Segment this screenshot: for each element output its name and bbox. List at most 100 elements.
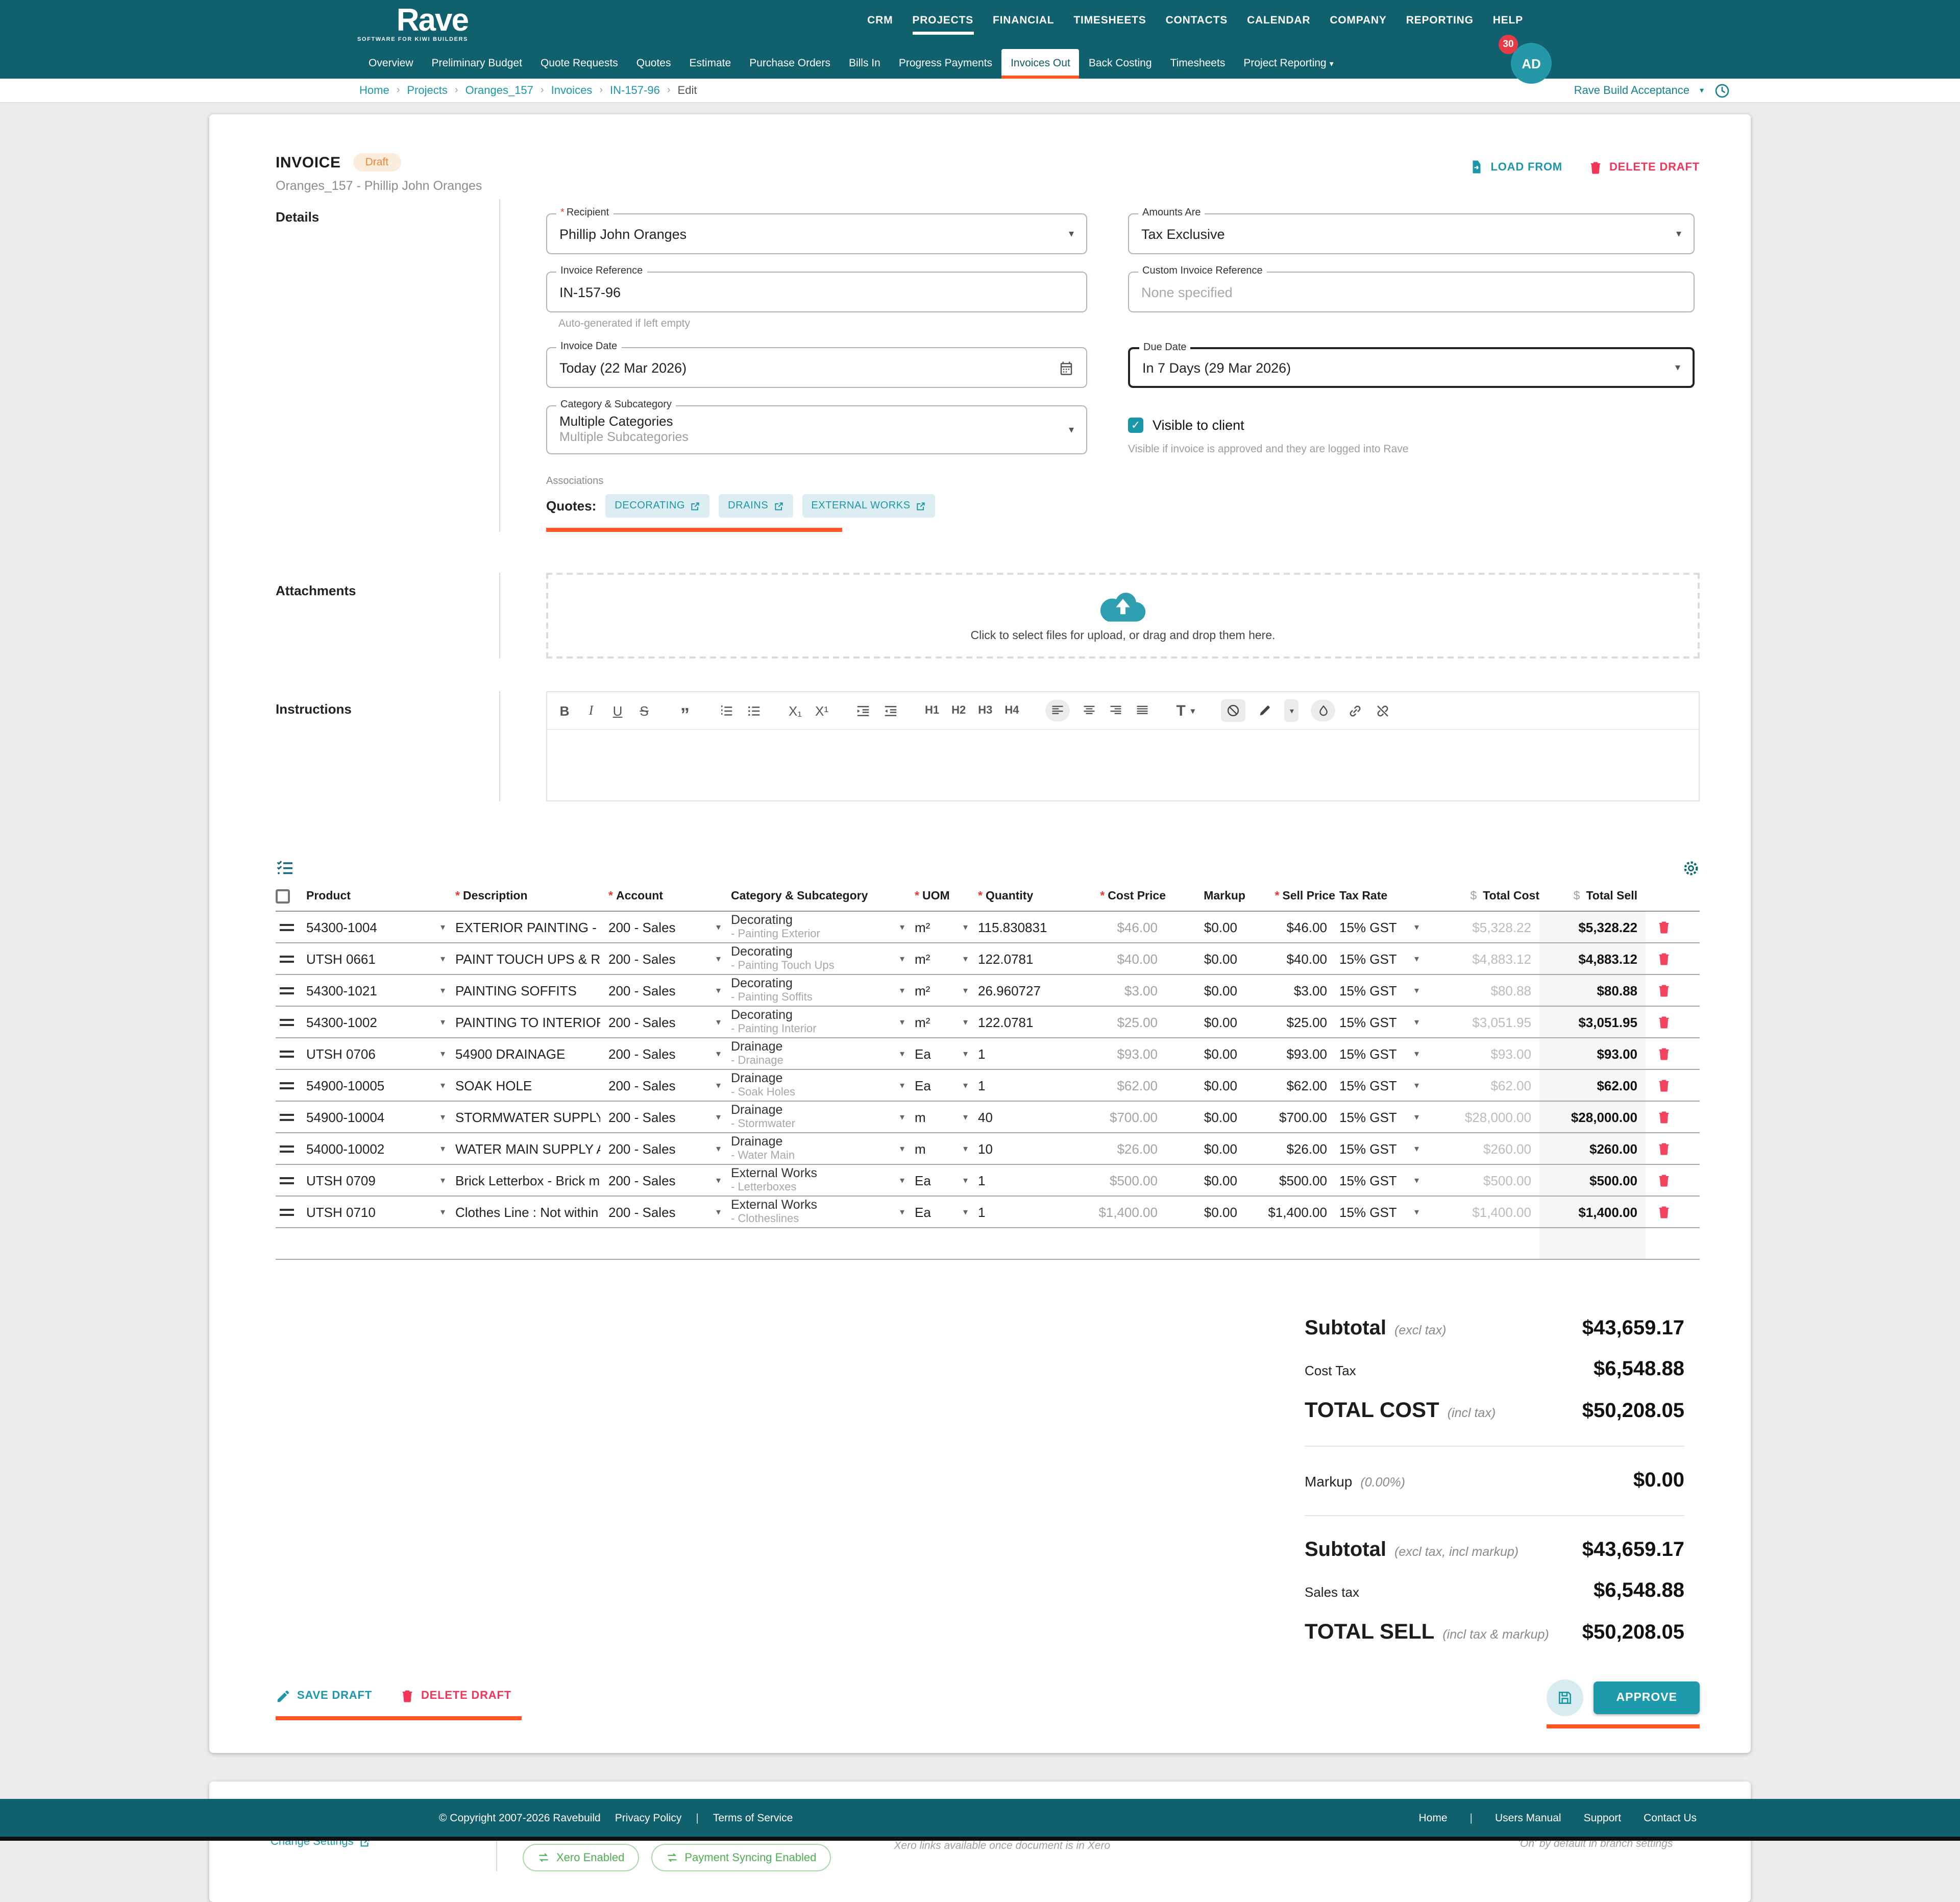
- uom-select[interactable]: m ▾: [915, 1109, 978, 1125]
- cost-price-input[interactable]: $3.00: [1124, 983, 1158, 998]
- cost-price-input[interactable]: $1,400.00: [1098, 1204, 1158, 1220]
- bold-button[interactable]: B: [559, 703, 570, 718]
- category-select[interactable]: Decorating - Painting Exterior ▾: [731, 913, 915, 941]
- account-select[interactable]: 200 - Sales ▾: [608, 1014, 731, 1030]
- uom-select[interactable]: m² ▾: [915, 983, 978, 998]
- drag-handle[interactable]: [276, 955, 306, 962]
- cost-price-input[interactable]: $46.00: [1117, 919, 1158, 935]
- tax-rate-select[interactable]: 15% GST ▾: [1335, 951, 1429, 966]
- h3-button[interactable]: H3: [978, 704, 993, 717]
- outdent-button[interactable]: [883, 699, 898, 722]
- category-select[interactable]: External Works - Clotheslines ▾: [731, 1198, 915, 1226]
- crumb-invoices[interactable]: Invoices: [551, 84, 593, 96]
- drag-handle[interactable]: [276, 987, 306, 994]
- italic-button[interactable]: I: [589, 702, 594, 718]
- align-left-button[interactable]: [1045, 699, 1070, 722]
- nav-projects[interactable]: PROJECTS: [912, 14, 973, 35]
- subscript-button[interactable]: X₁: [788, 703, 802, 718]
- indent-button[interactable]: [855, 699, 871, 722]
- cost-price-input[interactable]: $25.00: [1117, 1014, 1158, 1030]
- select-all-checkbox[interactable]: [276, 889, 290, 904]
- invoice-reference-input[interactable]: Invoice Reference IN-157-96: [546, 265, 1087, 312]
- h2-button[interactable]: H2: [951, 704, 966, 717]
- uom-select[interactable]: Ea ▾: [915, 1173, 978, 1188]
- due-date-select[interactable]: Due Date In 7 Days (29 Mar 2026) ▾: [1128, 342, 1695, 388]
- quantity-input[interactable]: 122.0781: [978, 951, 1034, 966]
- sell-price-input[interactable]: $1,400.00: [1268, 1204, 1327, 1220]
- delete-row-button[interactable]: [1646, 1141, 1682, 1156]
- crumb-home[interactable]: Home: [359, 84, 389, 96]
- delete-row-button[interactable]: [1646, 920, 1682, 934]
- drag-handle[interactable]: [276, 1145, 306, 1152]
- user-menu[interactable]: 30 AD: [1499, 35, 1552, 84]
- tax-rate-select[interactable]: 15% GST ▾: [1335, 1173, 1429, 1188]
- description-input[interactable]: EXTERIOR PAINTING - LII...: [455, 919, 600, 935]
- nav-reporting[interactable]: REPORTING: [1406, 14, 1474, 27]
- quantity-input[interactable]: 115.830831: [978, 919, 1047, 935]
- product-select[interactable]: 54000-10002 ▾: [306, 1141, 455, 1156]
- drag-handle[interactable]: [276, 1018, 306, 1026]
- product-select[interactable]: 54900-10005 ▾: [306, 1078, 455, 1093]
- nav-help[interactable]: HELP: [1492, 14, 1523, 27]
- tab-quote-requests[interactable]: Quote Requests: [540, 57, 618, 69]
- cost-price-input[interactable]: $40.00: [1117, 951, 1158, 966]
- visible-to-client-checkbox[interactable]: ✓: [1128, 418, 1143, 433]
- category-select[interactable]: Drainage - Water Main ▾: [731, 1134, 915, 1163]
- product-select[interactable]: UTSH 0710 ▾: [306, 1204, 455, 1220]
- quick-save-button[interactable]: [1547, 1679, 1584, 1716]
- account-select[interactable]: 200 - Sales ▾: [608, 983, 731, 998]
- description-input[interactable]: PAINTING TO INTERIOR (...: [455, 1014, 600, 1030]
- product-select[interactable]: UTSH 0661 ▾: [306, 951, 455, 966]
- avatar[interactable]: AD: [1511, 43, 1552, 84]
- product-select[interactable]: UTSH 0706 ▾: [306, 1046, 455, 1061]
- uom-select[interactable]: m² ▾: [915, 1014, 978, 1030]
- uom-select[interactable]: m ▾: [915, 1141, 978, 1156]
- quantity-input[interactable]: 40: [978, 1109, 993, 1125]
- delete-row-button[interactable]: [1646, 1015, 1682, 1029]
- category-select[interactable]: Decorating - Painting Interior ▾: [731, 1008, 915, 1036]
- instructions-editor[interactable]: B I U S ” X₁ X¹: [546, 691, 1700, 801]
- sell-price-input[interactable]: $700.00: [1279, 1109, 1327, 1125]
- tax-rate-select[interactable]: 15% GST ▾: [1335, 1109, 1429, 1125]
- footer-support-link[interactable]: Support: [1583, 1812, 1622, 1824]
- quantity-input[interactable]: 1: [978, 1078, 986, 1093]
- markup-input[interactable]: $0.00: [1204, 1014, 1237, 1030]
- markup-input[interactable]: $0.00: [1204, 1046, 1237, 1061]
- description-input[interactable]: 54900 DRAINAGE: [455, 1046, 566, 1061]
- drag-handle[interactable]: [276, 1113, 306, 1120]
- privacy-policy-link[interactable]: Privacy Policy: [615, 1812, 682, 1824]
- account-select[interactable]: 200 - Sales ▾: [608, 919, 731, 935]
- product-select[interactable]: 54300-1021 ▾: [306, 983, 455, 998]
- cost-price-input[interactable]: $26.00: [1117, 1141, 1158, 1156]
- load-from-button[interactable]: LOAD FROM: [1469, 159, 1562, 175]
- quantity-input[interactable]: 26.960727: [978, 983, 1041, 998]
- account-select[interactable]: 200 - Sales ▾: [608, 951, 731, 966]
- category-select[interactable]: Drainage - Drainage ▾: [731, 1039, 915, 1068]
- tab-bills-in[interactable]: Bills In: [848, 57, 880, 69]
- delete-row-button[interactable]: [1646, 1046, 1682, 1061]
- blockquote-button[interactable]: ”: [680, 704, 690, 725]
- nav-contacts[interactable]: CONTACTS: [1165, 14, 1228, 27]
- tab-preliminary-budget[interactable]: Preliminary Budget: [431, 57, 522, 69]
- unlink-button[interactable]: [1376, 699, 1391, 722]
- sell-price-input[interactable]: $26.00: [1286, 1141, 1327, 1156]
- uom-select[interactable]: Ea ▾: [915, 1078, 978, 1093]
- markup-input[interactable]: $0.00: [1204, 1109, 1237, 1125]
- cost-price-input[interactable]: $93.00: [1117, 1046, 1158, 1061]
- instructions-textarea[interactable]: [547, 729, 1699, 800]
- sell-price-input[interactable]: $500.00: [1279, 1173, 1327, 1188]
- markup-input[interactable]: $0.00: [1204, 919, 1237, 935]
- tab-invoices-out[interactable]: Invoices Out: [1001, 49, 1080, 79]
- ordered-list-button[interactable]: [719, 699, 734, 722]
- delete-row-button[interactable]: [1646, 983, 1682, 997]
- tab-overview[interactable]: Overview: [369, 57, 413, 69]
- drag-handle[interactable]: [276, 1082, 306, 1089]
- description-input[interactable]: SOAK HOLE: [455, 1078, 532, 1093]
- save-draft-button[interactable]: SAVE DRAFT: [276, 1688, 372, 1703]
- delete-draft-button-bottom[interactable]: DELETE DRAFT: [401, 1689, 511, 1703]
- quote-chip-decorating[interactable]: DECORATING: [605, 494, 710, 518]
- h4-button[interactable]: H4: [1004, 704, 1019, 717]
- markup-input[interactable]: $0.00: [1204, 983, 1237, 998]
- justify-button[interactable]: [1136, 699, 1150, 722]
- text-style-dropdown[interactable]: T ▾: [1177, 699, 1195, 722]
